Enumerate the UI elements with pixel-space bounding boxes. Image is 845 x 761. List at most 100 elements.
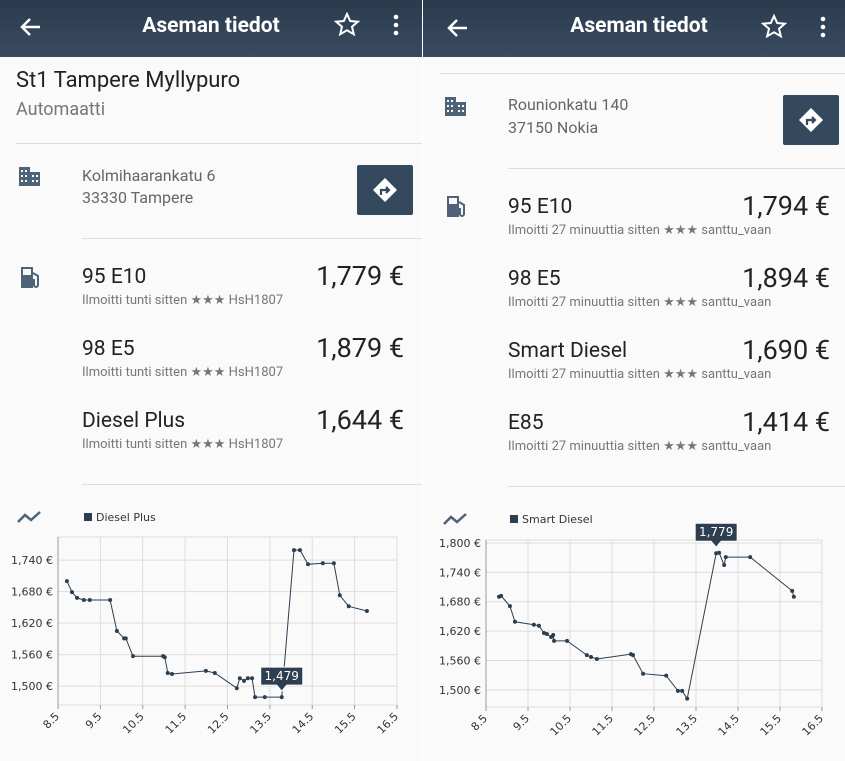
data-point	[594, 657, 599, 662]
menu-button[interactable]	[815, 14, 831, 40]
x-tick-label: 14.5	[290, 710, 317, 737]
data-point	[262, 695, 267, 700]
y-tick-label: 1,800 €	[439, 537, 481, 550]
x-tick-label: 16.5	[800, 712, 827, 739]
fuel-price: 1,879 €	[316, 332, 404, 364]
y-tick-label: 1,680 €	[439, 596, 481, 609]
data-point	[250, 676, 255, 681]
station-type: Automaatti	[16, 99, 106, 120]
title: Aseman tiedot	[142, 14, 280, 38]
y-tick-label: 1,500 €	[11, 680, 53, 693]
data-point	[680, 688, 685, 693]
data-point	[722, 562, 727, 567]
data-point	[81, 598, 86, 602]
app-bar: Aseman tiedot	[423, 0, 845, 57]
legend-label: Smart Diesel	[522, 513, 593, 526]
trend-icon	[17, 511, 41, 523]
tooltip-label: 1,479	[265, 669, 299, 683]
y-tick-label: 1,560 €	[439, 654, 481, 667]
data-point	[641, 671, 646, 676]
fuel-name: Smart Diesel	[508, 339, 628, 363]
fuel-name: 95 E10	[82, 265, 147, 289]
back-button[interactable]	[18, 14, 44, 40]
x-tick-label: 13.5	[247, 710, 274, 737]
report-info: Ilmoitti 27 minuuttia sitten ★★★ santtu_…	[508, 223, 772, 238]
data-point	[531, 622, 536, 627]
x-tick-label: 15.5	[332, 710, 359, 737]
data-point	[664, 673, 669, 678]
price-chart: 1,500 € 1,560 € 1,620 € 1,680 € 1,740 € 8.5 9.…	[11, 511, 401, 737]
legend-swatch	[84, 513, 92, 521]
data-point	[512, 619, 517, 624]
data-point	[748, 555, 753, 560]
data-point	[253, 695, 258, 700]
fuel-name: E85	[508, 411, 544, 435]
building-icon	[19, 167, 40, 186]
data-point	[234, 686, 239, 691]
x-tick-label: 10.5	[120, 710, 147, 737]
y-tick-label: 1,740 €	[439, 566, 481, 579]
x-tick-label: 8.5	[469, 712, 491, 734]
report-info: Ilmoitti 27 minuuttia sitten ★★★ santtu_…	[508, 367, 772, 382]
price-line	[498, 552, 795, 701]
screen: Aseman tiedot St1 Tampere Myllypuro Auto…	[0, 0, 422, 761]
favorite-button[interactable]	[761, 14, 787, 40]
street: Rounionkatu 140	[508, 95, 629, 114]
data-point	[717, 550, 722, 555]
data-point	[245, 676, 250, 681]
data-point	[536, 623, 541, 628]
x-tick-label: 9.5	[83, 710, 105, 732]
data-point	[292, 548, 297, 553]
fuel-icon	[21, 267, 39, 288]
data-point	[75, 595, 80, 600]
x-tick-label: 13.5	[674, 712, 701, 739]
data-point	[552, 638, 557, 643]
report-info: Ilmoitti 27 minuuttia sitten ★★★ santtu_…	[508, 295, 772, 310]
fuel-price: 1,644 €	[316, 404, 404, 436]
data-point	[69, 590, 74, 595]
price-chart: 1,500 € 1,560 € 1,620 € 1,680 € 1,740 € 1,800…	[439, 513, 827, 739]
street: Kolmihaarankatu 6	[82, 166, 216, 185]
data-point	[64, 579, 69, 584]
data-point	[331, 561, 336, 566]
app-bar: Aseman tiedot	[0, 0, 422, 57]
data-point	[584, 653, 589, 658]
directions-button[interactable]	[357, 165, 413, 215]
divider	[440, 73, 845, 74]
fuel-icon	[447, 196, 465, 217]
data-point	[507, 604, 512, 609]
x-tick-label: 12.5	[205, 710, 232, 737]
menu-button[interactable]	[388, 12, 404, 38]
fuel-price: 1,779 €	[316, 260, 404, 292]
x-tick-label: 15.5	[758, 712, 785, 739]
data-point	[364, 609, 369, 614]
data-point	[790, 588, 795, 593]
fuel-name: 98 E5	[82, 337, 135, 361]
data-point	[714, 551, 719, 556]
fuel-price: 1,414 €	[742, 406, 830, 438]
fuel-name: Diesel Plus	[82, 409, 186, 433]
report-info: Ilmoitti 27 minuuttia sitten ★★★ santtu_…	[508, 439, 772, 454]
x-tick-label: 14.5	[716, 712, 743, 739]
city: 37150 Nokia	[508, 118, 599, 137]
data-point	[589, 655, 593, 660]
data-point	[162, 655, 167, 660]
data-point	[544, 632, 549, 637]
back-button[interactable]	[445, 15, 471, 41]
data-point	[320, 561, 325, 566]
fuel-name: 95 E10	[508, 195, 573, 219]
y-tick-label: 1,740 €	[11, 554, 53, 567]
screen: Aseman tiedot Rounionkatu 140 37150 Noki…	[423, 0, 845, 761]
x-tick-label: 10.5	[548, 712, 575, 739]
directions-button[interactable]	[783, 95, 839, 145]
data-point	[203, 668, 208, 673]
x-tick-label: 9.5	[511, 712, 533, 734]
divider	[16, 143, 422, 144]
x-tick-label: 11.5	[590, 712, 617, 739]
data-point	[685, 696, 690, 701]
favorite-button[interactable]	[334, 12, 360, 38]
data-point	[337, 593, 342, 598]
fuel-price: 1,794 €	[742, 190, 830, 222]
report-info: Ilmoitti tunti sitten ★★★ HsH1807	[82, 293, 284, 308]
